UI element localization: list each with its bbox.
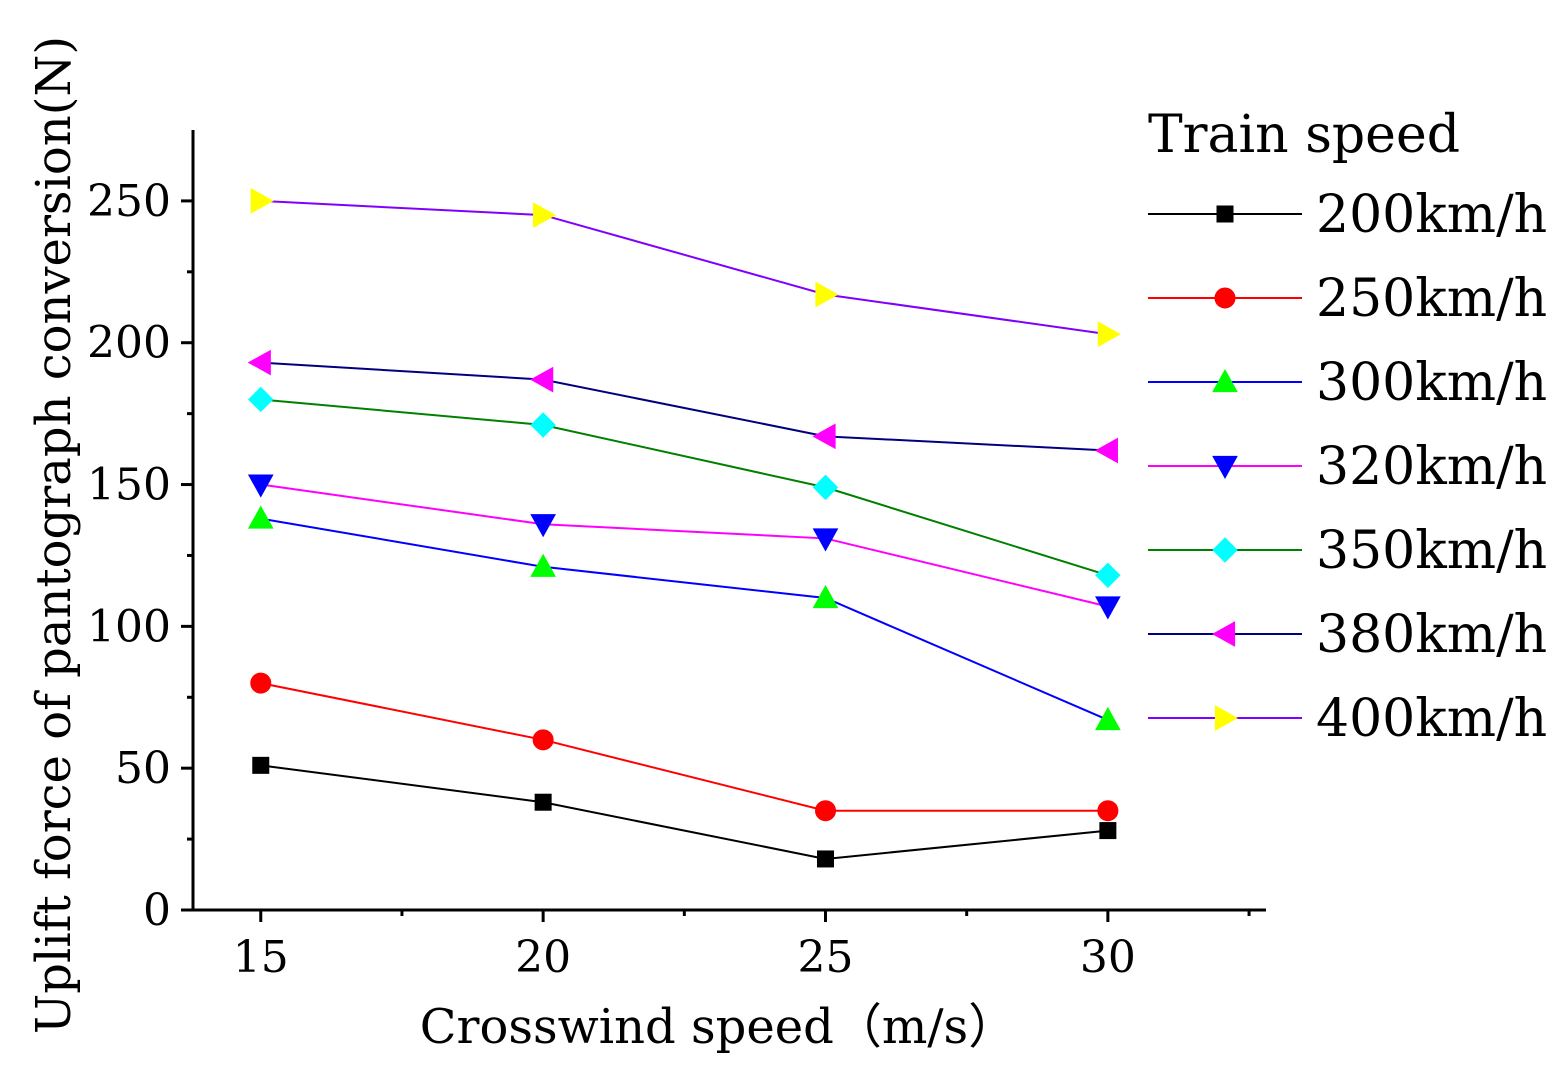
legend-marker (1211, 621, 1236, 647)
series-line (260, 199, 1109, 336)
data-point (247, 474, 274, 498)
data-point (532, 729, 554, 751)
series-350km/h (248, 386, 1121, 589)
legend-item: 320km/h (1148, 437, 1547, 497)
legend-label: 250km/h (1316, 269, 1547, 329)
series-380km/h (247, 349, 1118, 464)
series-line (260, 517, 1109, 721)
series-line (260, 682, 1108, 812)
legend-title: Train speed (1148, 105, 1460, 165)
data-point (530, 366, 554, 393)
series-200km/h (252, 756, 1117, 868)
data-point (812, 584, 839, 609)
y-tick-label: 150 (87, 460, 171, 511)
x-tick-label: 25 (798, 932, 854, 983)
series-line (260, 764, 1108, 860)
x-tick-label: 15 (233, 932, 289, 983)
data-point (815, 800, 837, 822)
legend-marker (1214, 287, 1236, 309)
data-point (1099, 822, 1117, 840)
data-point (817, 850, 835, 868)
data-point (530, 514, 556, 538)
axes (191, 130, 1266, 912)
data-point (815, 281, 839, 308)
legend-marker (1214, 705, 1239, 731)
data-point (812, 423, 836, 450)
x-axis-title: Crosswind speed（m/s） (420, 999, 1016, 1055)
data-point (1095, 562, 1121, 589)
series-320km/h (247, 474, 1121, 620)
y-tick-label: 50 (115, 743, 171, 794)
legend-item: 400km/h (1148, 689, 1547, 749)
data-point (530, 553, 556, 577)
series (247, 188, 1121, 868)
legend-label: 350km/h (1316, 521, 1547, 581)
data-point (530, 412, 556, 438)
data-point (1097, 321, 1121, 348)
legend-label: 380km/h (1316, 605, 1547, 665)
data-point (250, 188, 274, 214)
y-tick-label: 100 (87, 601, 171, 652)
legend-item: 350km/h (1148, 521, 1547, 581)
ticks: 15 20 25 30 0 50 100 150 200 250 (87, 176, 1251, 983)
legend-marker (1216, 205, 1234, 223)
data-point (533, 202, 557, 228)
series-line (260, 361, 1108, 452)
legend-label: 300km/h (1316, 353, 1547, 413)
x-tick-label: 30 (1080, 932, 1136, 983)
legend-item: 250km/h (1148, 269, 1547, 329)
legend-marker (1212, 455, 1238, 480)
legend-marker (1212, 368, 1238, 393)
legend-label: 200km/h (1316, 185, 1547, 245)
legend: Train speed 200km/h 250km/h 300km/h 320km/h… (1148, 105, 1547, 749)
series-300km/h (247, 505, 1121, 731)
legend-marker (1212, 537, 1238, 563)
data-point (812, 474, 839, 501)
series-line (260, 398, 1109, 577)
legend-item: 200km/h (1148, 185, 1547, 245)
data-point (252, 756, 270, 774)
legend-item: 300km/h (1148, 353, 1547, 413)
data-point (534, 793, 552, 811)
legend-label: 400km/h (1316, 689, 1547, 749)
data-point (247, 505, 274, 529)
y-tick-label: 250 (87, 176, 171, 227)
series-line (260, 483, 1109, 608)
series-400km/h (250, 188, 1121, 348)
legend-label: 320km/h (1316, 437, 1547, 497)
y-tick-label: 0 (143, 885, 171, 936)
data-point (812, 528, 839, 552)
data-point (1097, 800, 1119, 822)
data-point (1094, 437, 1118, 464)
data-point (1095, 596, 1121, 620)
data-point (248, 386, 274, 413)
data-point (250, 672, 272, 694)
legend-item: 380km/h (1148, 605, 1547, 665)
y-tick-label: 200 (87, 318, 171, 369)
series-250km/h (250, 672, 1119, 822)
data-point (1095, 706, 1121, 731)
y-axis-title: Uplift force of pantograph conversion(N) (26, 36, 82, 1034)
data-point (247, 349, 271, 376)
x-tick-label: 20 (515, 932, 571, 983)
